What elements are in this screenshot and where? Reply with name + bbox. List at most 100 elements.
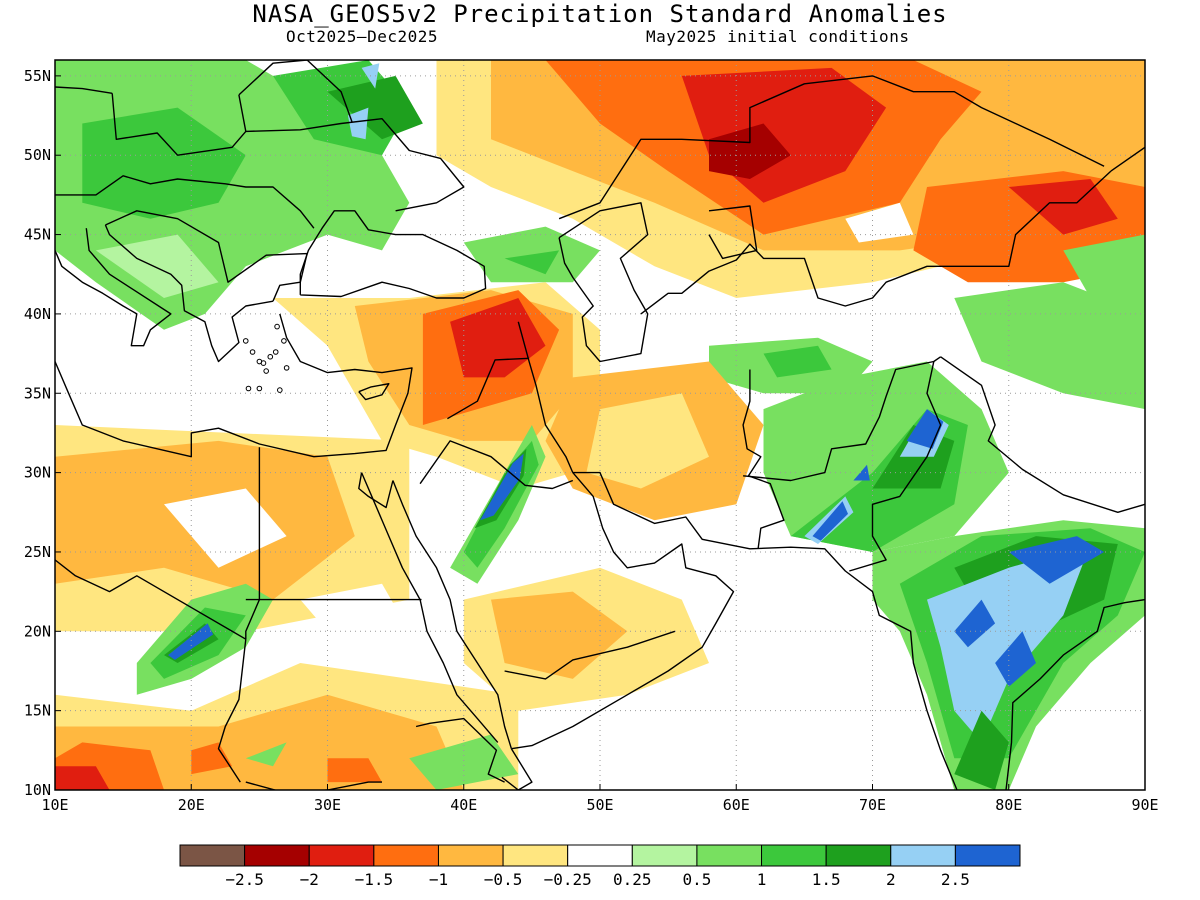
colorbar-swatch	[825, 844, 892, 867]
coastline-iran-afg-border	[742, 369, 785, 549]
colorbar-label: 2	[886, 870, 896, 889]
colorbar-swatch	[696, 844, 763, 867]
coastline-red-sea-west	[360, 472, 499, 743]
lat-tick-label: 10N	[24, 781, 51, 799]
lon-tick-label: 50E	[586, 796, 613, 814]
anomaly-region-sahel-dry	[245, 742, 287, 767]
island-marker	[281, 338, 287, 344]
lat-tick-label: 25N	[24, 543, 51, 561]
coastline-gulf-coast	[511, 472, 735, 750]
colorbar-swatch	[244, 844, 310, 867]
colorbar-swatch	[502, 844, 569, 867]
lat-tick-label: 15N	[24, 702, 51, 720]
coastline-caspian-coast	[558, 202, 649, 363]
coastline-yemen-border	[504, 630, 676, 680]
coastline-chad-sudan-border	[217, 639, 247, 783]
colorbar-label: 0.25	[613, 870, 652, 889]
colorbar-swatch	[179, 844, 246, 867]
anomaly-region-pakistan-wet	[853, 464, 870, 481]
coastline-central-asia-borders	[640, 170, 1112, 315]
lat-tick-label: 30N	[24, 464, 51, 482]
island-marker	[277, 387, 283, 393]
coastline-iraq-borders	[447, 357, 530, 420]
coastline-africa-horn	[501, 748, 533, 790]
forecast-period: Oct2025–Dec2025	[286, 27, 438, 46]
anomaly-region-india-wet	[1008, 536, 1105, 584]
colorbar-swatch	[373, 844, 439, 867]
coastline-belarus-borders	[238, 60, 353, 123]
anomaly-region-india-wet	[954, 599, 996, 648]
coastline-libya-egypt-border	[245, 447, 261, 640]
lat-tick-label: 50N	[24, 146, 51, 164]
lon-tick-label: 40E	[450, 796, 477, 814]
coastline-turkey-iran-border	[517, 321, 574, 473]
island-marker	[272, 349, 279, 355]
coastline-black-sea-coast	[299, 210, 487, 299]
page-title: NASA_GEOS5v2 Precipitation Standard Anom…	[252, 0, 948, 28]
colorbar-label: 1.5	[812, 870, 841, 889]
coastline-afg-pak-border	[743, 356, 941, 482]
anomaly-region-europe-balkans-wet	[95, 234, 219, 298]
lat-tick-label: 45N	[24, 226, 51, 244]
anomaly-region-europe-balkans-wet	[82, 107, 246, 219]
anomaly-region-arabia-dry	[491, 591, 628, 679]
coastline-balkan-borders	[105, 210, 308, 302]
initial-conditions: May2025 initial conditions	[646, 27, 910, 46]
colorbar-swatch	[308, 844, 375, 867]
lat-tick-label: 40N	[24, 305, 51, 323]
island-marker	[245, 385, 252, 392]
anomaly-region-india-wet	[954, 710, 1009, 790]
coastline-central-europe-borders	[55, 175, 315, 229]
coastline-egypt-sudan-coast	[358, 472, 394, 509]
anomaly-region-chad-wet	[168, 623, 214, 660]
colorbar-swatch	[631, 844, 698, 867]
anomaly-region-iran-mixed	[954, 282, 1145, 410]
island-marker	[249, 349, 256, 355]
colorbar-label: −2.5	[225, 870, 264, 889]
lon-tick-label: 90E	[1131, 796, 1158, 814]
coastline-libya-chad-border	[55, 559, 247, 640]
coastline-mediterranean-coast	[55, 313, 413, 458]
colorbar-label: −2	[300, 870, 319, 889]
anomaly-region-iraq-wet	[480, 453, 524, 521]
anomaly-region-iran-mixed	[1063, 234, 1145, 314]
coastline-tibet-border	[940, 356, 1145, 513]
anomaly-region-central-asia-dry-core	[709, 123, 791, 179]
coastline-kazakh-russia-border	[558, 75, 1105, 220]
colorbar-label: −1	[429, 870, 448, 889]
anomaly-region-caucasus-caspian-wet	[504, 250, 560, 275]
anomaly-region-north-africa-dry	[164, 488, 287, 568]
anomaly-region-sahel-dry	[191, 742, 233, 775]
latitude-axis: 10N 15N 20N 25N 30N 35N 40N 45N 50N 55N	[24, 67, 61, 799]
anomaly-region-china-dry	[1008, 179, 1118, 235]
island-marker	[242, 338, 249, 344]
coastline-cyprus	[358, 383, 390, 401]
coastlines-borders	[55, 60, 1145, 790]
colorbar-swatch	[890, 844, 956, 867]
anomaly-region-india-wet	[995, 631, 1036, 687]
colorbar-swatch	[954, 844, 1021, 867]
coastline-ukraine-borders	[245, 117, 465, 212]
lon-tick-label: 10E	[41, 796, 68, 814]
coastline-arabia-borders	[419, 440, 574, 490]
colorbar-swatch	[761, 844, 827, 867]
lon-tick-label: 70E	[859, 796, 886, 814]
lat-tick-label: 35N	[24, 384, 51, 402]
coastline-pak-india-border	[849, 361, 942, 572]
lon-tick-label: 60E	[723, 796, 750, 814]
colorbar-swatch	[437, 844, 504, 867]
coastline-india-east-coast	[1005, 598, 1145, 790]
coastline-italy-coast	[55, 228, 172, 347]
colorbar-label: −0.5	[484, 870, 523, 889]
island-marker	[274, 323, 280, 330]
anomaly-region-iran-mixed	[586, 393, 709, 489]
anomaly-region-india-wet	[927, 544, 1091, 743]
lat-tick-label: 55N	[24, 67, 51, 85]
colorbar-label: 1	[757, 870, 767, 889]
lat-tick-label: 20N	[24, 622, 51, 640]
lon-tick-label: 80E	[995, 796, 1022, 814]
coastline-red-sea-east	[392, 480, 513, 749]
anomaly-region-iran-mixed	[763, 345, 832, 378]
longitude-axis: 10E 20E 30E 40E 50E 60E 70E 80E 90E	[41, 784, 1159, 814]
colorbar-label: −1.5	[355, 870, 394, 889]
